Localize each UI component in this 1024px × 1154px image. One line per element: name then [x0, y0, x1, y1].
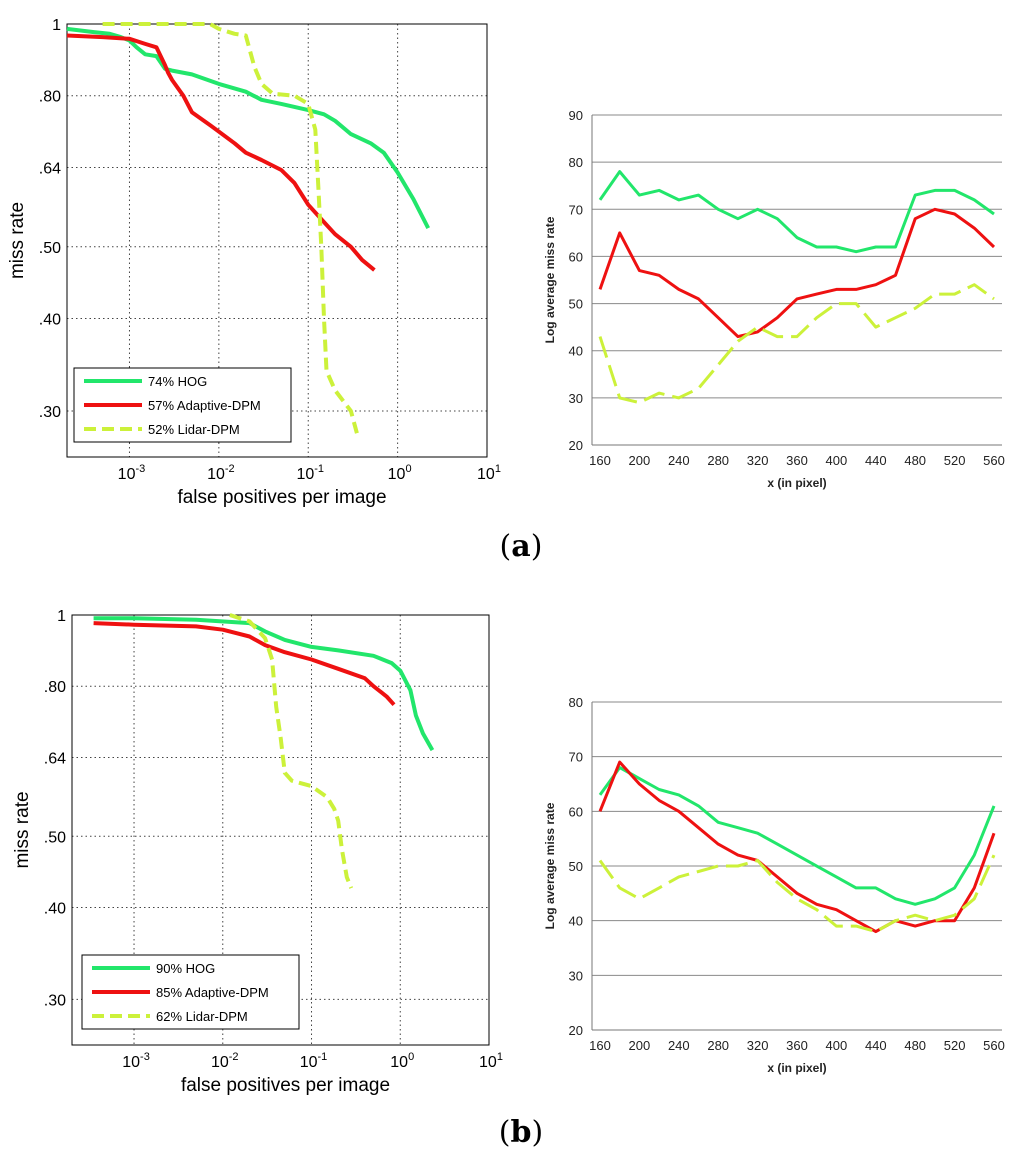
roc-chart-a: 10-3 10-2 10-1 100 101 1 .80 .64 .50 .40 .30 false …	[7, 17, 501, 508]
y-tick-label: 60	[569, 249, 583, 264]
series-line-adaptive-dpm	[93, 621, 396, 707]
x-tick-label: 100	[390, 1051, 414, 1071]
y-axis-label: Log average miss rate	[543, 216, 557, 343]
y-tick-label: .40	[44, 900, 66, 917]
y-tick-label: .50	[44, 829, 66, 846]
x-axis-label: false positives per image	[177, 487, 386, 508]
y-tick-label: 40	[569, 344, 583, 359]
lamr-chart-a: 20 30 40 50 60 70 80 90 160 200 240 280 320 360 400 440…	[543, 108, 1005, 490]
x-tick-label: 280	[707, 453, 729, 468]
x-tick-label: 160	[589, 1038, 611, 1053]
legend-entry: 74% HOG	[148, 374, 207, 389]
x-axis-label: x (in pixel)	[767, 1061, 826, 1075]
y-tick-label: 50	[569, 859, 583, 874]
series-line-lidar-dpm	[598, 283, 995, 405]
y-tick-label: 60	[569, 804, 583, 819]
series-line-adaptive-dpm	[598, 207, 996, 339]
legend-entry: 57% Adaptive-DPM	[148, 398, 261, 413]
y-tick-label: 90	[569, 108, 583, 123]
legend-entry: 52% Lidar-DPM	[148, 422, 240, 437]
series-line-hog	[598, 766, 996, 906]
y-tick-label: 30	[569, 391, 583, 406]
x-tick-label: 280	[707, 1038, 729, 1053]
x-tick-label: 10-3	[118, 463, 146, 483]
y-tick-label: .80	[44, 679, 66, 696]
x-tick-label: 10-2	[211, 1051, 239, 1071]
series-line-lidar-dpm	[229, 613, 354, 889]
roc-chart-b: 10-3 10-2 10-1 100 101 1 .80 .64 .50 .40 .30 false …	[12, 608, 503, 1096]
x-tick-label: 10-1	[300, 1051, 328, 1071]
x-tick-label: 160	[589, 453, 611, 468]
legend-entry: 85% Adaptive-DPM	[156, 985, 269, 1000]
x-axis-label: false positives per image	[181, 1075, 390, 1096]
y-tick-label: 20	[569, 438, 583, 453]
series-line-hog	[66, 26, 430, 230]
x-tick-label: 480	[904, 453, 926, 468]
x-tick-label: 400	[826, 453, 848, 468]
legend-entry: 62% Lidar-DPM	[156, 1009, 248, 1024]
series-line-adaptive-dpm	[598, 760, 996, 934]
plot-frame	[66, 23, 488, 458]
x-tick-label: 320	[747, 453, 769, 468]
y-tick-label: .30	[39, 404, 61, 421]
y-tick-label: 30	[569, 968, 583, 983]
y-tick-label: 1	[52, 17, 61, 34]
y-tick-label: 50	[569, 297, 583, 312]
x-tick-label: 440	[865, 453, 887, 468]
x-tick-label: 520	[944, 453, 966, 468]
x-axis-label: x (in pixel)	[767, 476, 826, 490]
plot-frame	[71, 614, 490, 1046]
y-axis-label: Log average miss rate	[543, 802, 557, 929]
x-tick-label: 560	[983, 1038, 1005, 1053]
x-tick-label: 100	[388, 463, 412, 483]
y-tick-label: 1	[57, 608, 66, 625]
x-tick-label: 101	[477, 463, 501, 483]
series-line-adaptive-dpm	[66, 33, 376, 272]
y-tick-label: 80	[569, 695, 583, 710]
y-tick-label: 70	[569, 750, 583, 765]
y-tick-label: .30	[44, 992, 66, 1009]
series-line-hog	[598, 170, 995, 254]
x-tick-label: 10-3	[122, 1051, 150, 1071]
legend-entry: 90% HOG	[156, 961, 215, 976]
subfigure-label-a: (a)	[500, 529, 543, 564]
x-tick-label: 400	[826, 1038, 848, 1053]
x-tick-label: 480	[904, 1038, 926, 1053]
y-tick-label: 70	[569, 202, 583, 217]
series-line-hog	[93, 616, 435, 752]
x-tick-label: 360	[786, 453, 808, 468]
y-axis-label: miss rate	[7, 202, 28, 279]
x-tick-label: 101	[479, 1051, 503, 1071]
y-tick-label: 40	[569, 914, 583, 929]
x-tick-label: 240	[668, 453, 690, 468]
y-tick-label: .80	[39, 89, 61, 106]
x-tick-label: 200	[629, 1038, 651, 1053]
x-tick-label: 320	[747, 1038, 769, 1053]
y-axis-label: miss rate	[12, 791, 33, 868]
y-tick-label: 80	[569, 155, 583, 170]
x-tick-label: 560	[983, 453, 1005, 468]
x-tick-label: 360	[786, 1038, 808, 1053]
x-tick-label: 10-2	[207, 463, 235, 483]
y-tick-label: .64	[39, 160, 61, 177]
x-tick-label: 520	[944, 1038, 966, 1053]
y-tick-label: .50	[39, 240, 61, 257]
x-tick-label: 240	[668, 1038, 690, 1053]
x-tick-label: 10-1	[296, 463, 324, 483]
x-tick-label: 200	[629, 453, 651, 468]
subfigure-label-b: (b)	[499, 1115, 543, 1150]
series-line-lidar-dpm	[102, 22, 359, 434]
lamr-chart-b: 20 30 40 50 60 70 80 160 200 240 280 320 360 400 440 48…	[543, 695, 1005, 1075]
x-tick-label: 440	[865, 1038, 887, 1053]
y-tick-label: .40	[39, 312, 61, 329]
y-tick-label: .64	[44, 750, 66, 767]
y-tick-label: 20	[569, 1023, 583, 1038]
